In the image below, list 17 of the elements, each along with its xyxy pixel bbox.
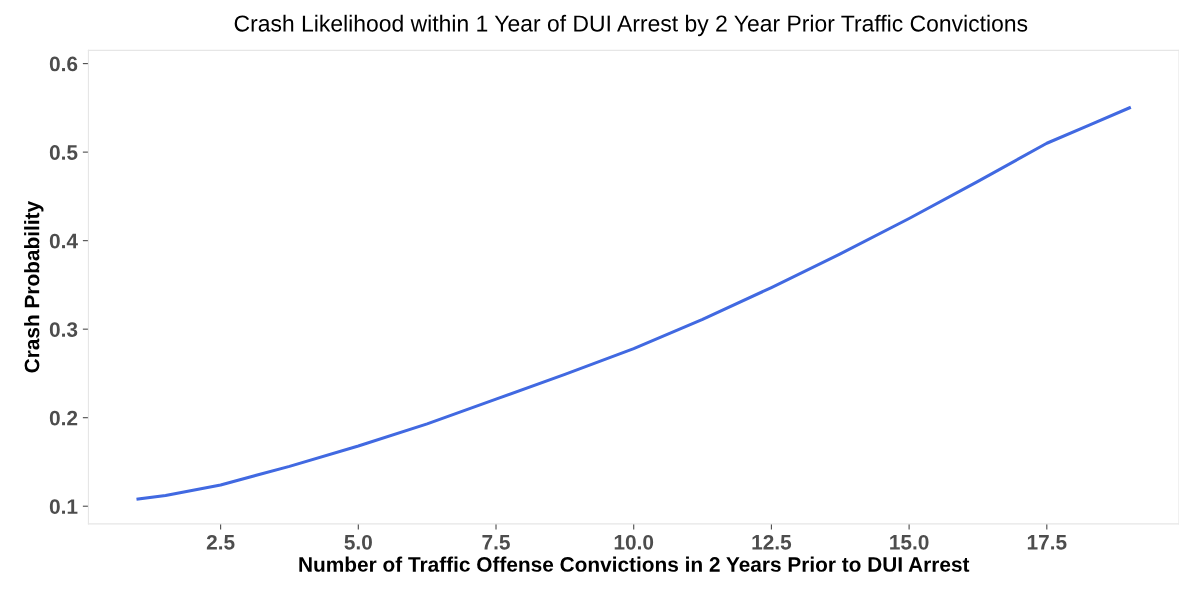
y-tick-label: 0.3 <box>49 322 78 337</box>
y-tick-label: 0.5 <box>49 145 78 160</box>
y-tick-label: 0.4 <box>49 233 78 249</box>
line-series <box>136 106 1131 501</box>
y-tick-label: 0.6 <box>49 56 78 72</box>
x-tick-label: 2.5 <box>206 534 235 550</box>
x-tick-label: 7.5 <box>482 535 510 550</box>
x-tick-label: 10.0 <box>614 534 654 550</box>
chart-title: Crash Likelihood within 1 Year of DUI Arrest by 2 Year Prior Traffic Convictions <box>234 14 1028 37</box>
y-tick-label: 0.2 <box>49 410 78 426</box>
x-tick-label: 5.0 <box>344 534 372 550</box>
y-tick-label: 0.1 <box>49 499 78 514</box>
y-axis-title: Crash Probability <box>24 200 44 373</box>
x-tick-label: 15.0 <box>890 534 929 550</box>
x-tick-label: 12.5 <box>752 534 792 550</box>
x-tick-label: 17.5 <box>1027 535 1067 550</box>
x-axis-title: Number of Traffic Offense Convictions in 2 Years Prior to DUI Arrest <box>299 556 970 572</box>
